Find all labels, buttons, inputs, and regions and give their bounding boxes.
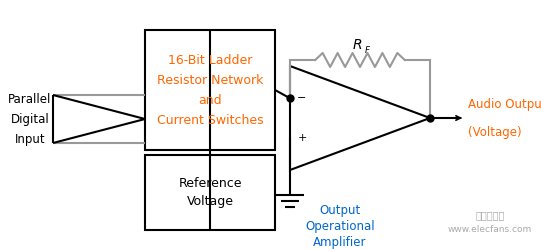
Bar bbox=[145, 155, 275, 230]
Text: 16-Bit Ladder
Resistor Network
and
Current Switches: 16-Bit Ladder Resistor Network and Curre… bbox=[157, 54, 263, 126]
Text: +: + bbox=[298, 133, 307, 143]
Text: Digital: Digital bbox=[11, 113, 49, 125]
Text: Audio Output: Audio Output bbox=[468, 98, 541, 111]
Text: −: − bbox=[298, 93, 307, 103]
Text: Output: Output bbox=[319, 203, 361, 216]
Text: Amplifier: Amplifier bbox=[313, 236, 367, 249]
Text: Reference
Voltage: Reference Voltage bbox=[178, 177, 242, 208]
Text: Input: Input bbox=[15, 132, 45, 145]
Text: Operational: Operational bbox=[305, 220, 375, 233]
Text: Parallel: Parallel bbox=[8, 92, 52, 106]
Text: 电子发烧友: 电子发烧友 bbox=[476, 210, 505, 220]
Text: www.elecfans.com: www.elecfans.com bbox=[448, 225, 532, 234]
Text: (Voltage): (Voltage) bbox=[468, 125, 522, 138]
Text: $R$: $R$ bbox=[352, 38, 362, 52]
Text: $_F$: $_F$ bbox=[365, 43, 372, 56]
Bar bbox=[145, 30, 275, 150]
